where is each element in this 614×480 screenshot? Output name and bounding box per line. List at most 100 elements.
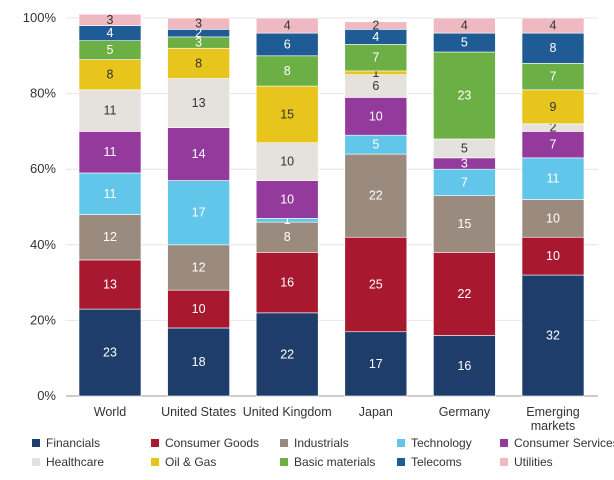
data-label: 32 [546,329,560,343]
bar-segment-utilities [344,21,408,30]
data-label: 23 [457,88,471,102]
x-category-label: Germany [439,405,491,419]
x-category-label: United Kingdom [243,405,332,419]
data-label: 10 [280,155,294,169]
data-label: 6 [372,79,379,93]
bar-segment-industrials [521,199,585,238]
data-label: 25 [369,277,383,291]
bar-segment-industrials [344,153,408,238]
legend-label: Telecoms [411,455,462,469]
data-label: 12 [192,260,206,274]
data-label: 7 [461,175,468,189]
legend-item: Consumer Services [500,436,614,450]
legend-item: Financials [32,436,100,450]
data-label: 5 [461,141,468,155]
data-label: 10 [546,249,560,263]
data-label: 23 [103,346,117,360]
data-label: 15 [280,107,294,121]
data-label: 3 [461,157,468,171]
x-category-label: United States [161,405,236,419]
bar-segment-industrials [255,221,319,253]
bar-segment-financials [255,312,319,397]
data-label: 22 [280,347,294,361]
bar-segment-consumer-services [521,131,585,159]
bar-segment-financials [433,335,496,397]
bar-segment-industrials [78,214,142,261]
bar-segment-oil-gas [521,89,585,125]
data-label: 4 [461,19,468,33]
legend-item: Technology [397,436,472,450]
bar-segment-healthcare [78,89,142,132]
data-label: 10 [192,302,206,316]
data-label: 6 [284,37,291,51]
y-tick-label: 0% [37,388,56,403]
legend-label: Oil & Gas [165,455,217,469]
data-label: 17 [192,206,206,220]
data-label: 14 [192,147,206,161]
bar-segment-telecoms [521,32,585,64]
data-label: 2 [550,121,557,135]
bar-segment-consumer-services [344,97,408,136]
x-category-label: Emerging [526,405,580,419]
data-label: 22 [369,189,383,203]
bar-segment-financials [167,327,230,397]
legend-swatch [151,439,159,447]
bar-segment-consumer-services [255,180,319,219]
legend-item: Utilities [500,455,553,469]
data-label: 1 [284,213,291,227]
legend-swatch [397,458,405,466]
bar-segment-utilities [78,13,142,26]
x-category-label: Japan [359,405,393,419]
data-label: 8 [107,68,114,82]
data-label: 16 [457,359,471,373]
bar-segment-financials [521,274,585,397]
data-label: 16 [280,276,294,290]
bar-segment-industrials [433,195,496,253]
legend-item: Basic materials [280,455,375,469]
bar-segment-consumer-services [78,131,142,174]
legend-item: Consumer Goods [151,436,259,450]
bar-segment-utilities [255,17,319,34]
data-label: 10 [369,109,383,123]
bar-segment-oil-gas [78,59,142,91]
y-tick-label: 20% [30,312,56,327]
bar-segment-financials [344,331,408,397]
bar-segment-consumer-services [167,127,230,181]
legend-label: Consumer Services [514,436,614,450]
data-label: 5 [372,138,379,152]
data-label: 17 [369,357,383,371]
bar-segment-consumer-goods [433,252,496,336]
bar-segment-basic-materials [255,55,319,87]
data-label: 5 [461,36,468,50]
data-label: 10 [546,211,560,225]
data-label: 4 [284,19,291,33]
data-label: 12 [103,230,117,244]
data-label: 3 [195,17,202,31]
legend-label: Technology [411,436,472,450]
bar-segment-technology [433,168,496,196]
data-label: 3 [107,13,114,27]
data-label: 4 [550,19,557,33]
bar-segment-consumer-goods [78,259,142,310]
data-label: 2 [195,26,202,40]
legend-label: Financials [46,436,101,450]
y-tick-label: 100% [23,10,57,25]
data-label: 11 [104,145,117,159]
data-label: 8 [284,230,291,244]
data-label: 2 [372,19,379,33]
bar-segment-basic-materials [433,51,496,140]
data-label: 10 [280,192,294,206]
data-label: 8 [550,41,557,55]
legend-swatch [32,439,40,447]
bar-segment-consumer-goods [255,252,319,314]
legend-label: Healthcare [46,455,105,469]
legend: Financials Consumer Goods Industrials Techn… [32,436,614,480]
bar-segment-utilities [433,17,496,34]
bar-segment-basic-materials [521,63,585,91]
bar-segment-consumer-goods [167,289,230,329]
data-label: 7 [550,138,557,152]
data-label: 11 [104,104,117,118]
y-tick-label: 40% [30,237,56,252]
bar-segment-financials [78,308,142,397]
data-label: 18 [192,355,206,369]
